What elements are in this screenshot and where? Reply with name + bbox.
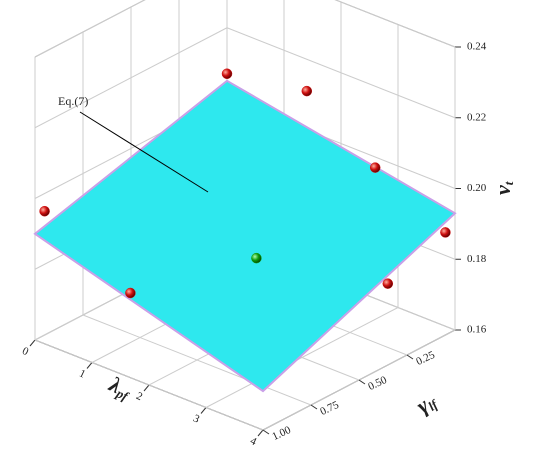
y-tick-label: 0.50 [366,374,389,393]
zlabel-label: vt [490,181,516,195]
y-tick-label: 0.75 [318,399,341,418]
plot: 0.16 0.18 0.20 0.22 0.24 0 1 2 3 4 0.25 0.50 0.75 1.0… [20,0,516,448]
data-point [301,85,313,97]
tick-mark [29,339,36,347]
data-point [369,162,381,173]
x-tick-label: 2 [134,390,144,403]
tick-mark [406,354,414,360]
y-tick-label: 1.00 [270,424,293,443]
grid-line [34,339,264,431]
x-tick-label: 3 [191,412,202,425]
tick-mark [143,384,150,392]
xlabel-label: λpf [104,371,136,404]
z-tick-label: 0.18 [467,253,487,265]
tick-mark [86,362,93,369]
data-point [440,227,451,238]
annotation: Eq.(7) [58,94,88,108]
tick-mark [358,379,366,385]
x-tick-label: 4 [248,435,259,448]
z-tick-label: 0.22 [467,111,486,123]
zlabel-label-text: v [490,185,515,195]
data-point [382,278,394,289]
x-tick-label: 1 [77,367,87,380]
tick-mark [257,429,264,437]
z-tick-label: 0.24 [467,41,487,53]
tick-mark [310,404,318,410]
tick-mark [262,429,270,435]
data-point [39,205,50,217]
tick-mark [200,407,207,414]
zlabel-label-sub: t [501,181,516,185]
data-point [221,68,233,79]
z-tick-label: 0.20 [467,182,487,194]
z-tick-label: 0.16 [467,324,487,336]
x-tick-label: 0 [20,345,31,358]
ylabel-label: γlf [411,387,441,419]
data-point [251,252,262,264]
grid-line [82,314,312,406]
surface [33,79,457,393]
annotation-line [79,111,209,193]
y-tick-label: 0.25 [414,349,437,368]
data-point [125,287,136,299]
